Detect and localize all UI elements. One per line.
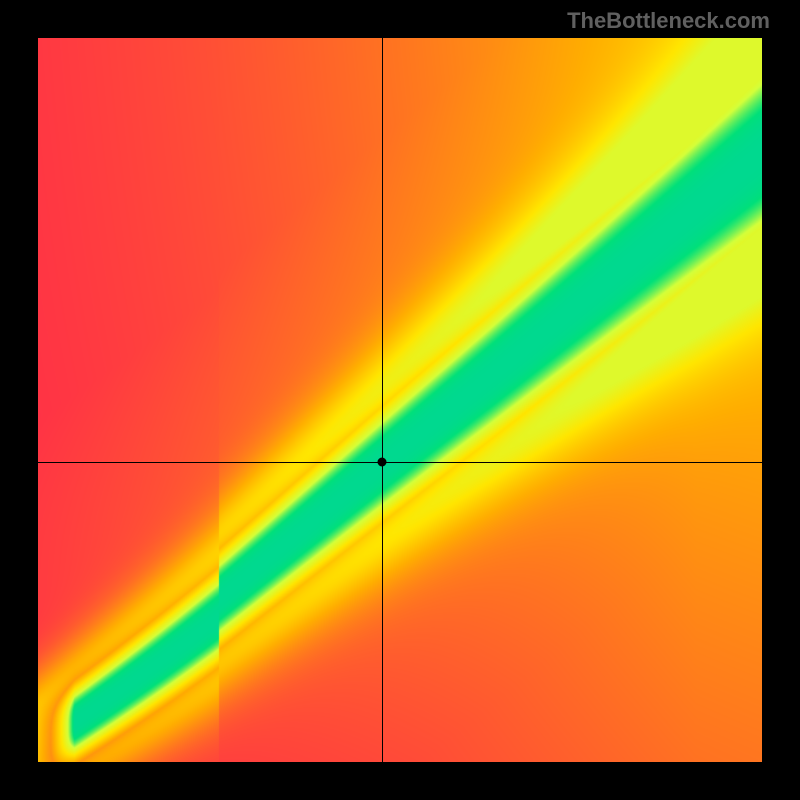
chart-container: TheBottleneck.com [0, 0, 800, 800]
crosshair-vertical [382, 38, 383, 762]
crosshair-horizontal [38, 462, 762, 463]
watermark-text: TheBottleneck.com [567, 8, 770, 34]
crosshair-marker-dot [377, 457, 386, 466]
heatmap-canvas [38, 38, 762, 762]
plot-area [38, 38, 762, 762]
